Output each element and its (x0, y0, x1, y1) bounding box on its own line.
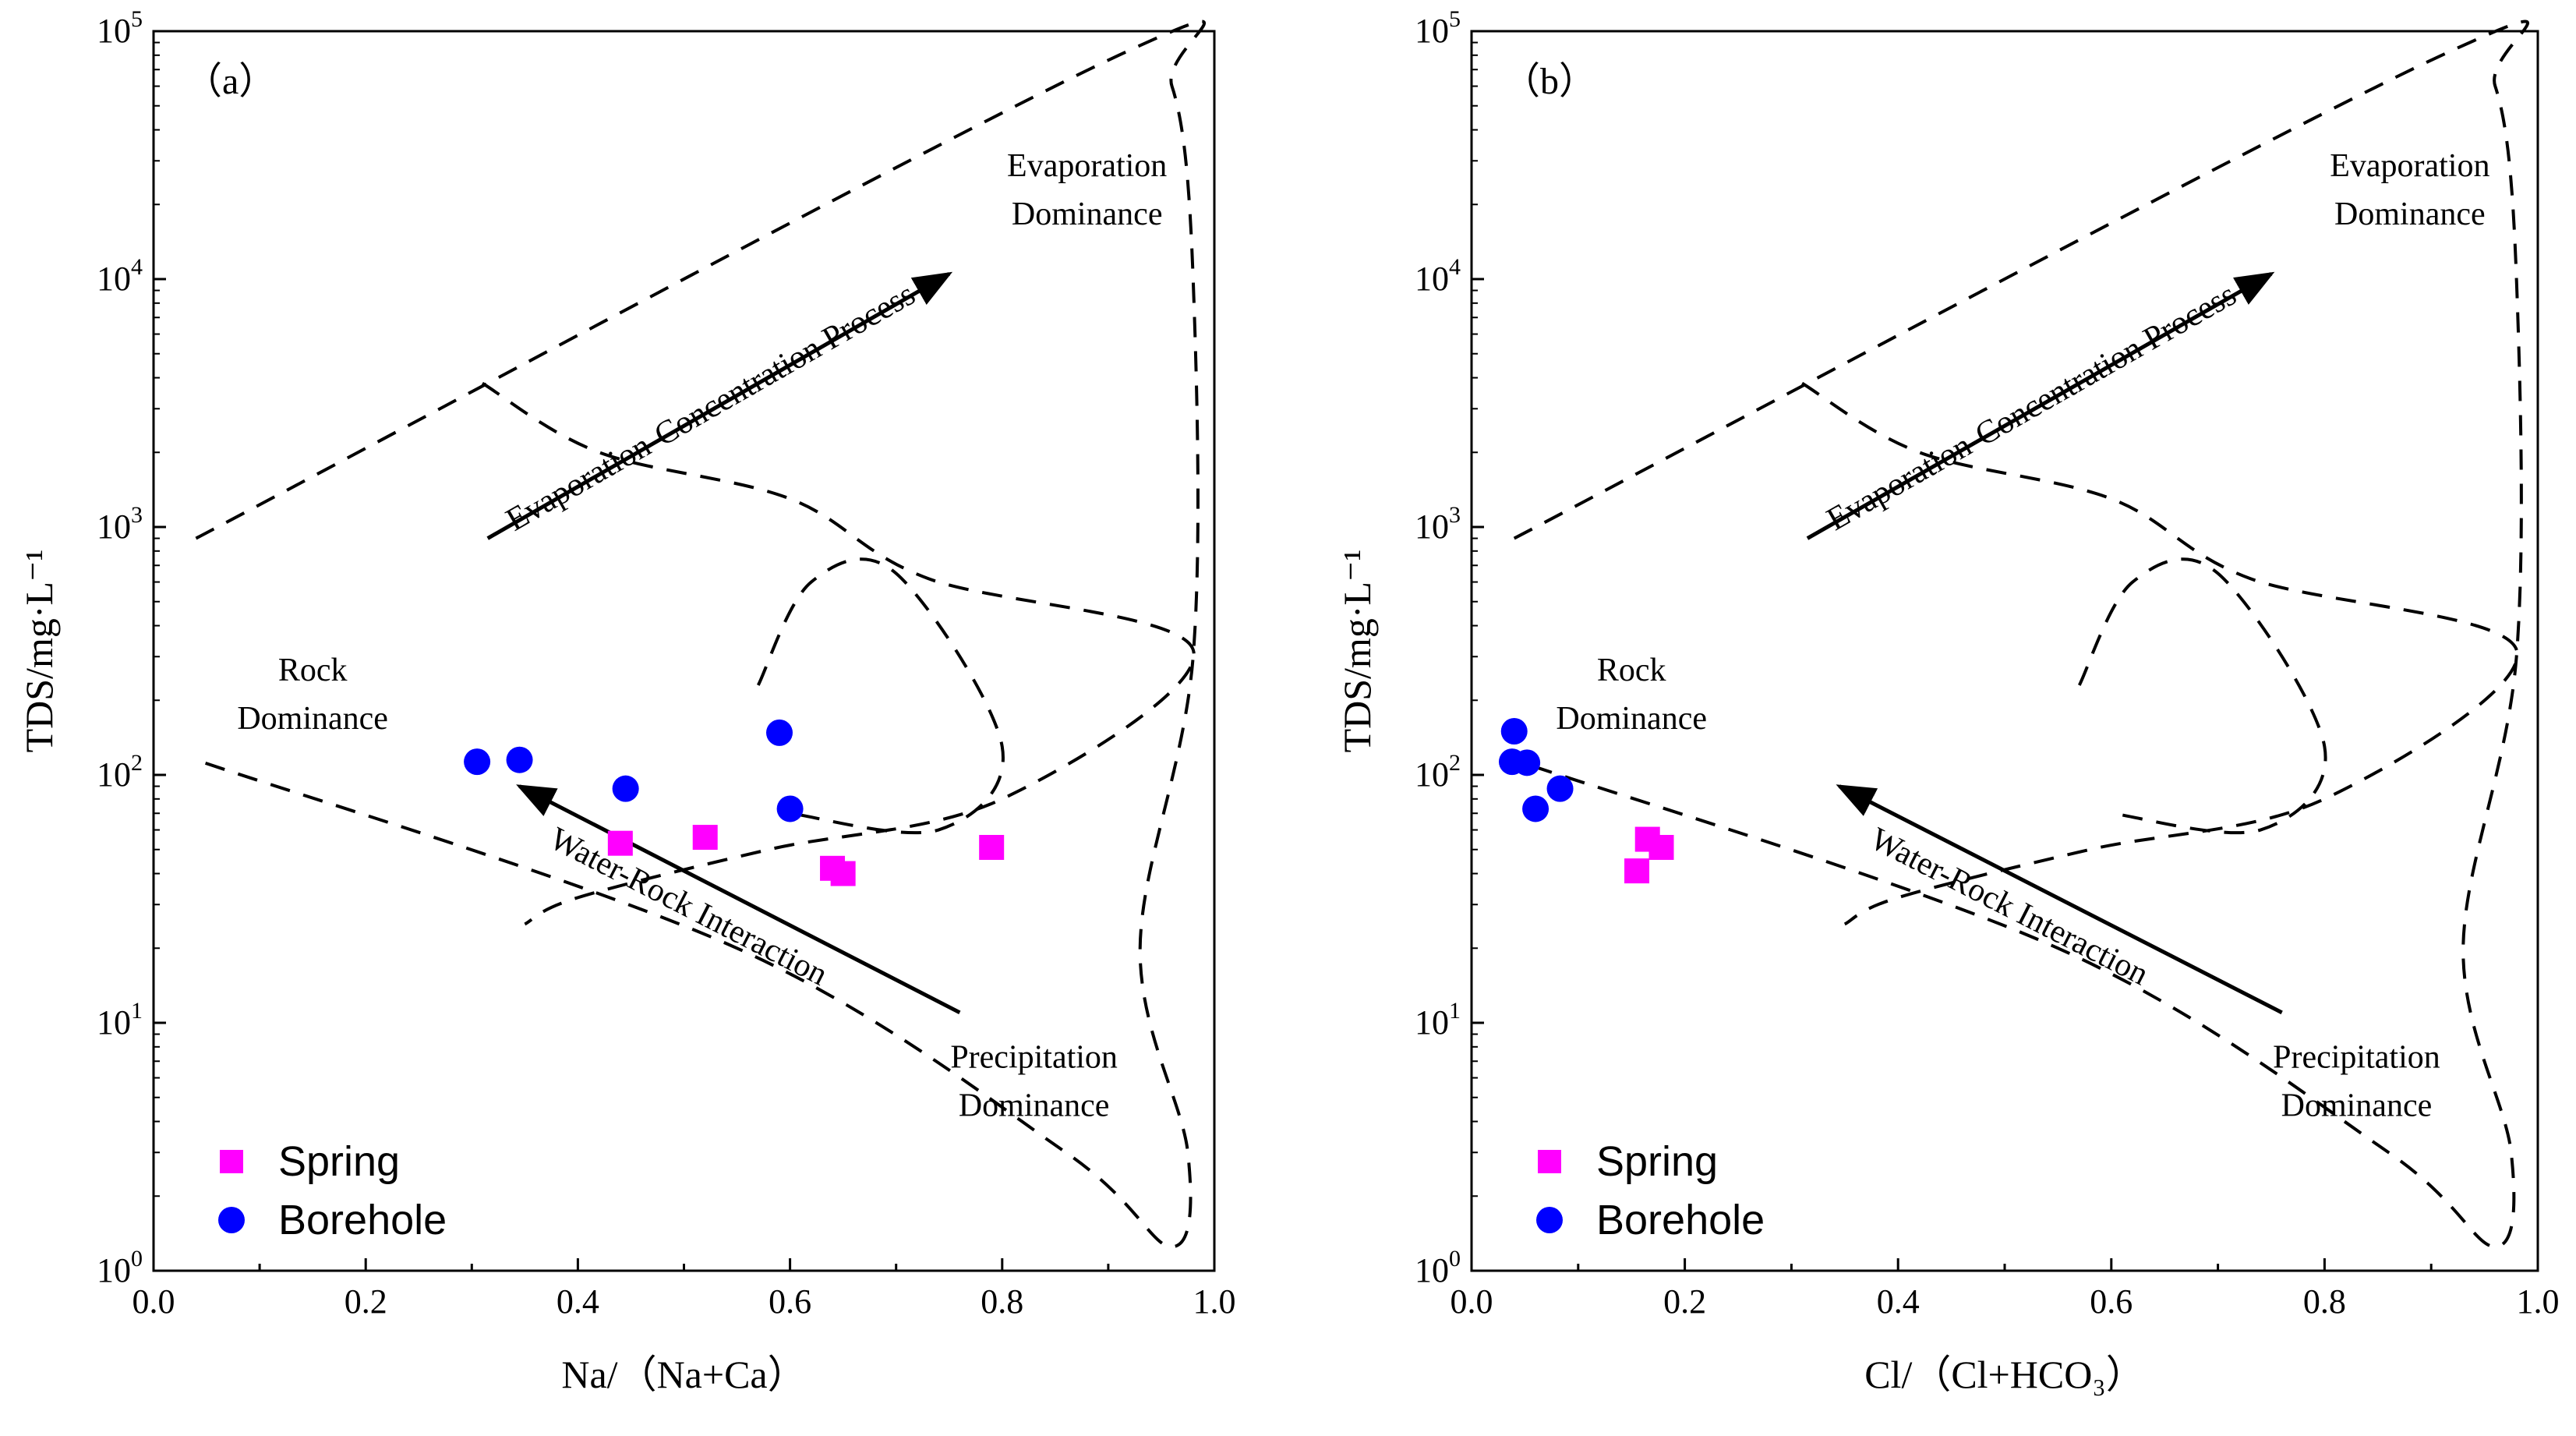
y-tick-label: 101 (97, 998, 143, 1042)
region-label-evaporation: Evaporation Dominance (2330, 148, 2489, 232)
region-label-rock: Rock Dominance (1556, 653, 1707, 737)
x-tick-label: 1.0 (2517, 1282, 2560, 1321)
legend-spring-marker (1538, 1150, 1561, 1173)
borehole-point (776, 795, 804, 822)
x-tick-label: 0.0 (1451, 1282, 1493, 1321)
panel-label: （b） (1503, 61, 1596, 102)
spring-point (692, 825, 718, 851)
x-tick-label: 0.8 (2303, 1282, 2346, 1321)
region-label-evaporation: Evaporation Dominance (1007, 148, 1167, 232)
envelope-inner-curve (1801, 381, 2519, 926)
spring-point (1624, 858, 1650, 884)
x-tick-label: 0.6 (769, 1282, 811, 1321)
borehole-point (464, 748, 491, 776)
borehole-point (612, 775, 639, 802)
envelope-loop (2077, 557, 2327, 835)
x-tick-label: 0.2 (1663, 1282, 1706, 1321)
envelope-inner-curve (481, 381, 1196, 926)
y-tick-label: 103 (97, 502, 143, 546)
x-tick-label: 0.4 (1877, 1282, 1920, 1321)
spring-point (979, 834, 1005, 860)
y-tick-label: 105 (1415, 6, 1461, 50)
spring-point (830, 861, 856, 886)
y-tick-label: 103 (1415, 502, 1461, 546)
region-label-precipitation: Precipitation Dominance (950, 1039, 1118, 1123)
legend-borehole-marker (1536, 1207, 1563, 1233)
borehole-point (765, 719, 793, 746)
borehole-point (1546, 775, 1574, 802)
spring-point (607, 830, 633, 856)
x-axis-title: Na/（Na+Ca） (561, 1353, 806, 1396)
y-axis-title: TDS/mg·L⁻¹ (17, 550, 61, 753)
arrow-evaporation-concentration (1806, 271, 2275, 540)
legend-borehole-marker (218, 1207, 245, 1233)
x-tick-label: 0.6 (2090, 1282, 2133, 1321)
envelope-boundary (195, 19, 1207, 1249)
spring-point (1648, 834, 1674, 860)
legend-spring-label: Spring (278, 1138, 400, 1185)
legend-borehole-label: Borehole (278, 1197, 447, 1243)
y-tick-label: 100 (97, 1246, 143, 1289)
envelope-boundary (1513, 19, 2530, 1249)
x-tick-label: 0.4 (557, 1282, 599, 1321)
y-tick-label: 100 (1415, 1246, 1461, 1289)
arrow-label-evaporation-concentration: Evaporation-Concentration Process (500, 276, 921, 538)
envelope-loop (756, 557, 1005, 835)
arrow-water-rock (516, 784, 961, 1015)
x-tick-label: 0.2 (345, 1282, 387, 1321)
x-axis-title: Cl/（Cl+HCO₃） (1864, 1353, 2145, 1396)
y-tick-label: 102 (1415, 750, 1461, 794)
arrow-evaporation-concentration (486, 271, 953, 540)
legend-spring-label: Spring (1596, 1138, 1718, 1185)
arrow-label-evaporation-concentration: Evaporation-Concentration Process (1821, 277, 2242, 538)
x-tick-label: 0.8 (981, 1282, 1023, 1321)
panel-label: （a） (185, 61, 276, 102)
y-tick-label: 104 (1415, 254, 1461, 298)
y-tick-label: 102 (97, 750, 143, 794)
borehole-point (1522, 795, 1549, 822)
legend-borehole-label: Borehole (1596, 1197, 1765, 1243)
y-axis-title: TDS/mg·L⁻¹ (1335, 550, 1379, 753)
region-label-precipitation: Precipitation Dominance (2273, 1039, 2440, 1123)
region-label-rock: Rock Dominance (237, 653, 388, 737)
y-tick-label: 105 (97, 6, 143, 50)
chart-panel-a: 0.0 0.2 0.4 0.6 0.8 1.0 100 101 102 103 104 105 Na/（… (17, 6, 1236, 1396)
y-tick-label: 104 (97, 254, 143, 298)
borehole-point (1514, 749, 1541, 776)
x-tick-label: 1.0 (1193, 1282, 1236, 1321)
chart-panel-b: 0.0 0.2 0.4 0.6 0.8 1.0 100 101 102 103 104 105 Cl/（… (1335, 6, 2560, 1396)
arrow-water-rock (1836, 784, 2283, 1015)
x-tick-label: 0.0 (133, 1282, 175, 1321)
borehole-point (506, 746, 533, 773)
borehole-point (1500, 718, 1528, 745)
legend-spring-marker (220, 1150, 243, 1173)
y-tick-label: 101 (1415, 998, 1461, 1042)
